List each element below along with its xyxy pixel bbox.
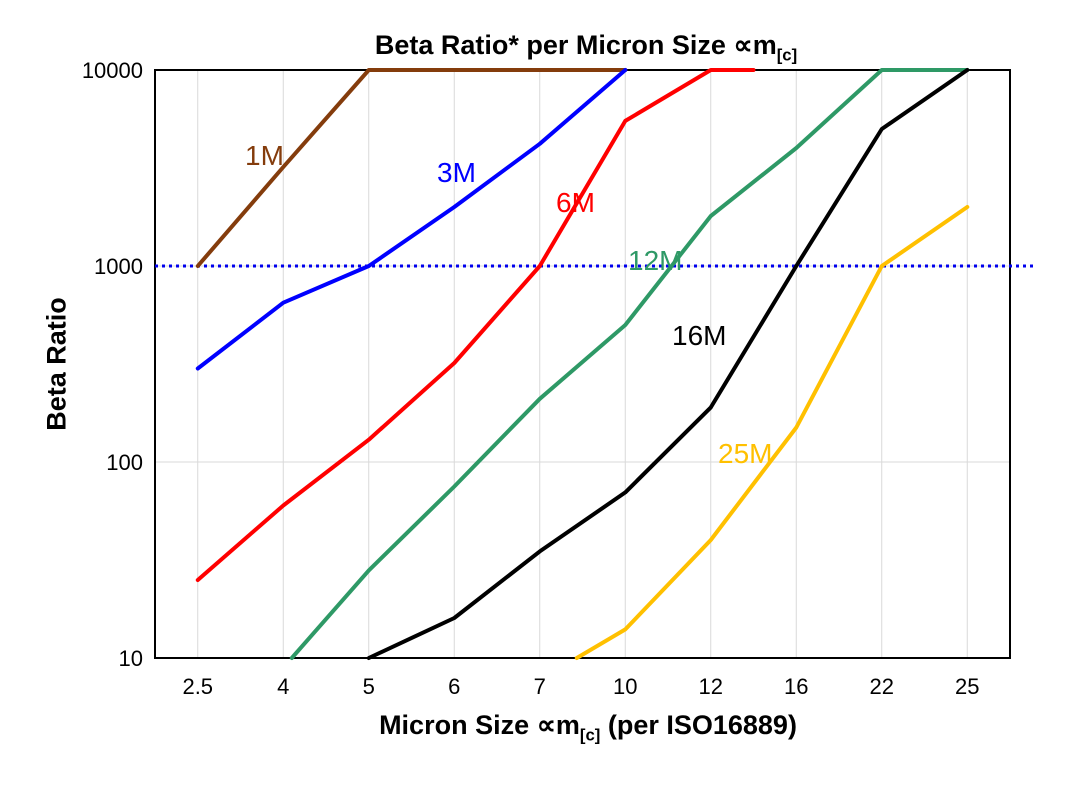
y-tick-label: 10000 — [82, 58, 143, 83]
x-tick-label: 4 — [277, 674, 289, 699]
series-label-16m: 16M — [672, 320, 726, 351]
x-tick-label: 5 — [363, 674, 375, 699]
x-tick-label: 2.5 — [182, 674, 213, 699]
y-tick-label: 100 — [106, 450, 143, 475]
x-tick-label: 7 — [534, 674, 546, 699]
series-label-6m: 6M — [556, 187, 595, 218]
x-tick-label: 6 — [448, 674, 460, 699]
series-line-6m — [195, 68, 756, 582]
series-label-25m: 25M — [718, 438, 772, 469]
series-label-1m: 1M — [245, 140, 284, 171]
x-tick-label: 25 — [955, 674, 979, 699]
chart-title: Beta Ratio* per Micron Size ∝m[c] — [374, 30, 798, 65]
series-line-16m — [366, 68, 970, 660]
series-line-1m — [195, 68, 628, 268]
y-tick-label: 1000 — [94, 254, 143, 279]
y-tick-label: 10 — [119, 646, 143, 671]
x-tick-label: 10 — [613, 674, 637, 699]
series-line-25m — [574, 205, 970, 660]
series-line-3m — [195, 68, 628, 371]
series-line-12m — [289, 68, 970, 660]
x-tick-label: 16 — [784, 674, 808, 699]
x-axis-title: Micron Size ∝m[c] (per ISO16889) — [379, 710, 797, 745]
series-label-3m: 3M — [437, 157, 476, 188]
y-axis-title: Beta Ratio — [41, 297, 72, 431]
series-label-12m: 12M — [628, 245, 682, 276]
x-tick-label: 12 — [699, 674, 723, 699]
x-tick-label: 22 — [870, 674, 894, 699]
